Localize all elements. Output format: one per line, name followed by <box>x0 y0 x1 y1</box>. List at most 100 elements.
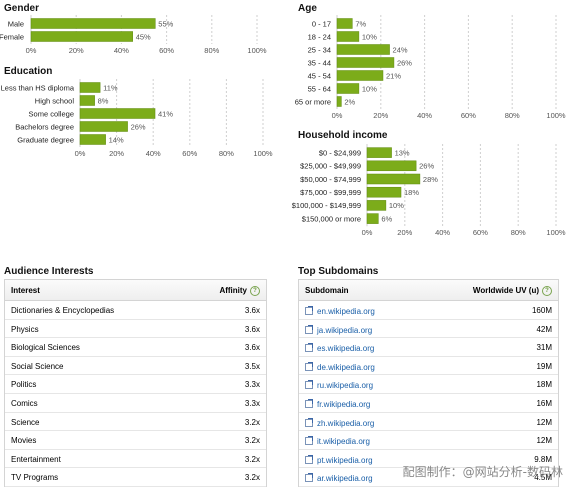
tick-label: 0% <box>75 149 86 158</box>
category-label: $100,000 - $149,999 <box>292 201 361 210</box>
table-row: Politics 3.3x <box>5 375 266 394</box>
interest-name: TV Programs <box>11 473 59 483</box>
category-label: 0 - 17 <box>312 19 331 28</box>
gender-svg: 0% 20% 40% 60% 80% 100% Male 55% Female 45% <box>0 15 267 55</box>
age-svg: 0% 20% 40% 60% 80% 100% 0 - 17 7% 18 - 24 10% 25 -… <box>295 15 566 120</box>
age-heading: Age <box>298 3 317 14</box>
table-row: Social Science 3.5x <box>5 357 266 376</box>
table-row: ru.wikipedia.org 18M <box>299 375 558 394</box>
category-label: $50,000 - $74,999 <box>300 175 361 184</box>
value-label: 55% <box>158 19 173 28</box>
subdomain-link[interactable]: de.wikipedia.org <box>317 362 375 372</box>
subdomains-table-header: Subdomain Worldwide UV (u)? <box>299 280 558 301</box>
interest-column-header[interactable]: Interest <box>11 286 40 295</box>
gender-heading: Gender <box>4 3 40 14</box>
worldwide-uv-value: 18M <box>536 380 552 390</box>
table-row: Dictionaries & Encyclopedias 3.6x <box>5 301 266 320</box>
subdomain-link[interactable]: zh.wikipedia.org <box>317 418 375 428</box>
worldwide-uv-value: 12M <box>536 436 552 446</box>
subdomain-link[interactable]: it.wikipedia.org <box>317 437 370 447</box>
tick-label: 60% <box>182 149 197 158</box>
tick-label: 80% <box>505 111 520 120</box>
table-row: ja.wikipedia.org 42M <box>299 320 558 339</box>
education-chart: 0% 20% 40% 60% 80% 100% Less than HS diploma 11… <box>0 0 280 165</box>
worldwide-uv-value: 31M <box>536 343 552 353</box>
interest-name: Biological Sciences <box>11 343 80 353</box>
value-label: 8% <box>98 96 109 105</box>
subdomains-heading: Top Subdomains <box>298 266 379 277</box>
external-link-icon[interactable] <box>305 473 313 483</box>
bar <box>336 70 384 81</box>
affinity-value: 3.2x <box>244 454 260 464</box>
subdomain-link[interactable]: ja.wikipedia.org <box>317 325 373 335</box>
interest-name: Movies <box>11 436 37 446</box>
affinity-value: 3.2x <box>244 417 260 427</box>
external-link-icon[interactable] <box>305 361 313 371</box>
category-label: $0 - $24,999 <box>319 148 361 157</box>
watermark: 配图制作：@网站分析-数码林 <box>402 465 563 479</box>
interests-table-header: Interest Affinity? <box>5 280 266 301</box>
interests-table: Interest Affinity? Dictionaries & Encycl… <box>4 279 267 487</box>
bar <box>336 96 342 107</box>
bar <box>366 186 402 198</box>
tick-label: 100% <box>247 46 267 55</box>
subdomain-link[interactable]: fr.wikipedia.org <box>317 399 371 409</box>
affinity-column-header[interactable]: Affinity? <box>219 286 260 296</box>
tick-label: 0% <box>26 46 37 55</box>
bar <box>336 31 360 42</box>
value-label: 24% <box>393 45 408 54</box>
subdomain-link[interactable]: en.wikipedia.org <box>317 307 375 316</box>
subdomain-link[interactable]: ru.wikipedia.org <box>317 381 374 391</box>
external-link-icon[interactable] <box>305 436 313 446</box>
affinity-label: Affinity <box>219 286 247 296</box>
table-row: de.wikipedia.org 19M <box>299 357 558 376</box>
external-link-icon[interactable] <box>305 343 313 353</box>
tick-label: 20% <box>69 46 84 55</box>
table-row: zh.wikipedia.org 12M <box>299 413 558 432</box>
bar <box>366 213 379 224</box>
bar <box>30 18 156 29</box>
value-label: 10% <box>362 32 377 41</box>
subdomain-link[interactable]: ar.wikipedia.org <box>317 474 373 484</box>
bar <box>79 82 101 93</box>
subdomain-link[interactable]: es.wikipedia.org <box>317 344 375 354</box>
bar <box>336 18 353 29</box>
table-row: Biological Sciences 3.6x <box>5 338 266 357</box>
subdomain-link[interactable]: pt.wikipedia.org <box>317 455 373 465</box>
bar <box>366 173 421 185</box>
external-link-icon[interactable] <box>305 306 313 315</box>
worldwide-uv-column-header[interactable]: Worldwide UV (u)? <box>473 286 552 296</box>
tick-label: 40% <box>417 111 432 120</box>
external-link-icon[interactable] <box>305 417 313 427</box>
table-row: fr.wikipedia.org 16M <box>299 394 558 413</box>
subdomain-column-header[interactable]: Subdomain <box>305 286 349 295</box>
table-row: Entertainment 3.2x <box>5 450 266 469</box>
value-label: 11% <box>103 83 118 92</box>
category-label: 18 - 24 <box>308 32 331 41</box>
category-label: 35 - 44 <box>308 58 331 67</box>
table-row: Physics 3.6x <box>5 320 266 339</box>
gender-chart: 0% 20% 40% 60% 80% 100% Male 55% Female 45% <box>0 0 280 60</box>
table-row: it.wikipedia.org 12M <box>299 431 558 450</box>
external-link-icon[interactable] <box>305 324 313 334</box>
worldwide-uv-value: 12M <box>536 417 552 427</box>
external-link-icon[interactable] <box>305 380 313 390</box>
tick-label: 40% <box>146 149 161 158</box>
tick-label: 20% <box>373 111 388 120</box>
category-label: 55 - 64 <box>308 84 331 93</box>
education-svg: 0% 20% 40% 60% 80% 100% Less than HS diploma 11… <box>1 79 273 158</box>
subdomains-table: Subdomain Worldwide UV (u)? en.wikipedia… <box>298 279 559 487</box>
help-icon[interactable]: ? <box>542 286 552 296</box>
age-chart: 0% 20% 40% 60% 80% 100% 0 - 17 7% 18 - 24 10% 25 -… <box>0 0 569 125</box>
tick-label: 80% <box>219 149 234 158</box>
table-row: Comics 3.3x <box>5 394 266 413</box>
tick-label: 80% <box>511 228 526 237</box>
help-icon[interactable]: ? <box>250 286 260 296</box>
tick-label: 40% <box>114 46 129 55</box>
external-link-icon[interactable] <box>305 454 313 464</box>
interest-name: Physics <box>11 324 39 334</box>
external-link-icon[interactable] <box>305 398 313 408</box>
tick-label: 100% <box>253 149 273 158</box>
value-label: 13% <box>395 148 410 157</box>
interest-name: Comics <box>11 398 38 408</box>
